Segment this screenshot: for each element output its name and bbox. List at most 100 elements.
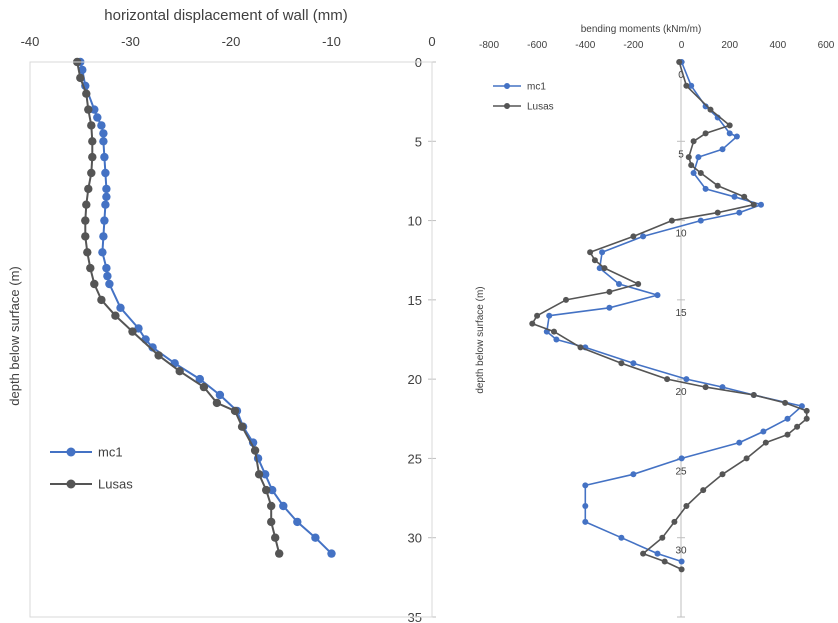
data-point-mc1	[215, 390, 225, 400]
data-point-lusas	[676, 59, 683, 65]
data-point-mc1	[733, 133, 740, 140]
data-point-mc1	[618, 534, 625, 541]
y-tick-label: 10	[408, 214, 422, 229]
data-point-lusas	[683, 503, 690, 509]
data-point-lusas	[700, 487, 707, 494]
data-point-mc1	[726, 130, 733, 137]
data-point-lusas	[87, 168, 96, 178]
data-point-lusas	[664, 376, 671, 383]
data-point-lusas	[84, 184, 93, 194]
data-point-lusas	[794, 423, 801, 430]
data-point-mc1	[582, 482, 589, 489]
data-point-lusas	[640, 550, 647, 557]
data-point-lusas	[587, 249, 594, 256]
chart-title: horizontal displacement of wall (mm)	[104, 7, 347, 24]
data-point-lusas	[726, 122, 733, 129]
data-point-mc1	[546, 312, 553, 319]
data-point-mc1	[688, 82, 695, 89]
data-point-lusas	[84, 105, 93, 114]
series-line-mc1	[545, 61, 803, 563]
data-point-lusas	[606, 288, 613, 295]
y-tick-label: 10	[675, 229, 687, 240]
data-point-mc1	[195, 374, 204, 384]
data-point-lusas	[714, 182, 721, 189]
data-point-mc1	[101, 168, 110, 178]
y-tick-label: 15	[408, 293, 422, 308]
data-point-mc1	[606, 304, 613, 311]
legend-marker	[504, 83, 510, 89]
data-point-mc1	[702, 185, 709, 192]
series-line-lusas	[531, 61, 808, 571]
legend-marker	[66, 479, 76, 489]
data-point-mc1	[695, 154, 702, 161]
data-point-lusas	[635, 281, 642, 287]
data-point-lusas	[111, 311, 120, 320]
data-point-lusas	[199, 382, 209, 392]
data-point-lusas	[803, 415, 810, 422]
data-point-mc1	[630, 471, 637, 478]
data-point-lusas	[685, 154, 692, 161]
data-point-lusas	[630, 233, 637, 240]
x-tick-label: -20	[222, 34, 241, 49]
data-point-lusas	[275, 549, 284, 558]
data-point-mc1	[101, 200, 110, 209]
data-point-lusas	[784, 431, 791, 438]
data-point-lusas	[668, 217, 675, 224]
data-point-mc1	[630, 360, 637, 367]
legend-marker	[66, 447, 76, 457]
data-point-lusas	[154, 351, 163, 360]
legend-label: Lusas	[527, 102, 554, 113]
y-tick-label: 20	[408, 372, 422, 387]
data-point-mc1	[736, 439, 743, 446]
data-point-mc1	[582, 503, 589, 509]
data-point-lusas	[702, 384, 709, 391]
data-point-mc1	[93, 113, 102, 122]
chart-title: bending moments (kNm/m)	[581, 24, 702, 35]
data-point-mc1	[678, 558, 685, 565]
data-point-mc1	[261, 470, 270, 479]
data-point-lusas	[563, 296, 569, 303]
data-point-lusas	[128, 327, 137, 336]
data-point-mc1	[678, 455, 685, 462]
data-point-mc1	[100, 152, 109, 162]
data-point-lusas	[237, 422, 247, 431]
data-point-lusas	[88, 137, 97, 146]
x-tick-label: -400	[575, 40, 595, 51]
data-point-mc1	[654, 550, 661, 557]
data-point-lusas	[714, 209, 721, 216]
data-point-lusas	[741, 193, 748, 200]
data-point-mc1	[102, 184, 111, 194]
data-point-lusas	[591, 257, 598, 264]
data-point-lusas	[688, 162, 695, 169]
data-point-mc1	[105, 279, 114, 289]
data-point-mc1	[596, 265, 603, 272]
y-axis-title: depth below surface (m)	[7, 266, 22, 405]
data-point-lusas	[262, 485, 271, 495]
data-point-mc1	[553, 336, 560, 343]
data-point-mc1	[702, 103, 709, 110]
data-point-lusas	[230, 406, 240, 416]
data-point-mc1	[100, 216, 109, 225]
data-point-lusas	[743, 455, 750, 462]
data-point-mc1	[736, 209, 743, 216]
data-point-mc1	[90, 105, 99, 114]
legend-label: mc1	[98, 445, 123, 460]
data-point-lusas	[254, 470, 264, 479]
data-point-mc1	[78, 65, 87, 75]
data-point-lusas	[661, 558, 668, 565]
x-tick-label: 400	[770, 40, 787, 51]
y-tick-label: 30	[408, 531, 422, 546]
data-point-lusas	[671, 518, 678, 525]
x-tick-label: 600	[818, 40, 835, 51]
data-point-mc1	[690, 170, 697, 176]
data-point-lusas	[212, 398, 222, 408]
y-tick-label: 25	[675, 466, 687, 477]
x-tick-label: -800	[479, 40, 499, 51]
x-tick-label: -600	[527, 40, 547, 51]
y-tick-label: 5	[415, 134, 422, 149]
data-point-mc1	[784, 415, 791, 422]
data-point-mc1	[98, 248, 107, 257]
data-point-lusas	[659, 534, 666, 541]
x-tick-label: -40	[21, 34, 40, 49]
data-point-lusas	[618, 360, 625, 367]
